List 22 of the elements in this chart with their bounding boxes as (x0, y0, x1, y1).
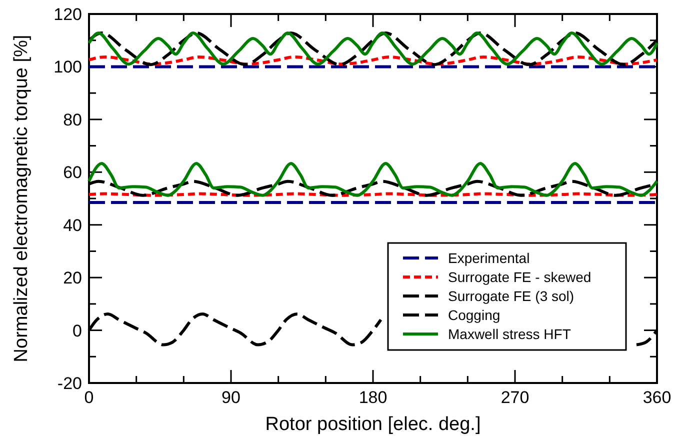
y-tick-label: -20 (57, 374, 82, 393)
line-series (88, 162, 658, 197)
legend-label: Maxwell stress HFT (448, 326, 572, 342)
legend-label: Surrogate FE - skewed (448, 269, 592, 285)
y-tick-label: 0 (72, 321, 82, 340)
x-tick-label: 360 (642, 388, 672, 407)
y-axis-title: Normalized electromagnetic torque [%] (11, 34, 32, 362)
legend-label: Experimental (448, 250, 530, 266)
y-tick-label: 120 (54, 5, 82, 24)
line-series (88, 55, 658, 66)
y-tick-label: 60 (63, 163, 82, 182)
x-tick-label: 90 (222, 388, 240, 407)
y-tick-label: 100 (54, 58, 82, 77)
y-tick-label: 80 (63, 110, 82, 130)
legend-label: Cogging (448, 307, 500, 323)
x-tick-label: 180 (358, 388, 388, 407)
y-tick-label: 20 (63, 268, 82, 288)
x-tick-label: 0 (84, 388, 94, 407)
y-tick-label: 40 (63, 216, 82, 235)
x-axis-title: Rotor position [elec. deg.] (265, 414, 481, 435)
x-tick-label: 270 (500, 388, 530, 407)
legend-label: Surrogate FE (3 sol) (448, 288, 574, 304)
